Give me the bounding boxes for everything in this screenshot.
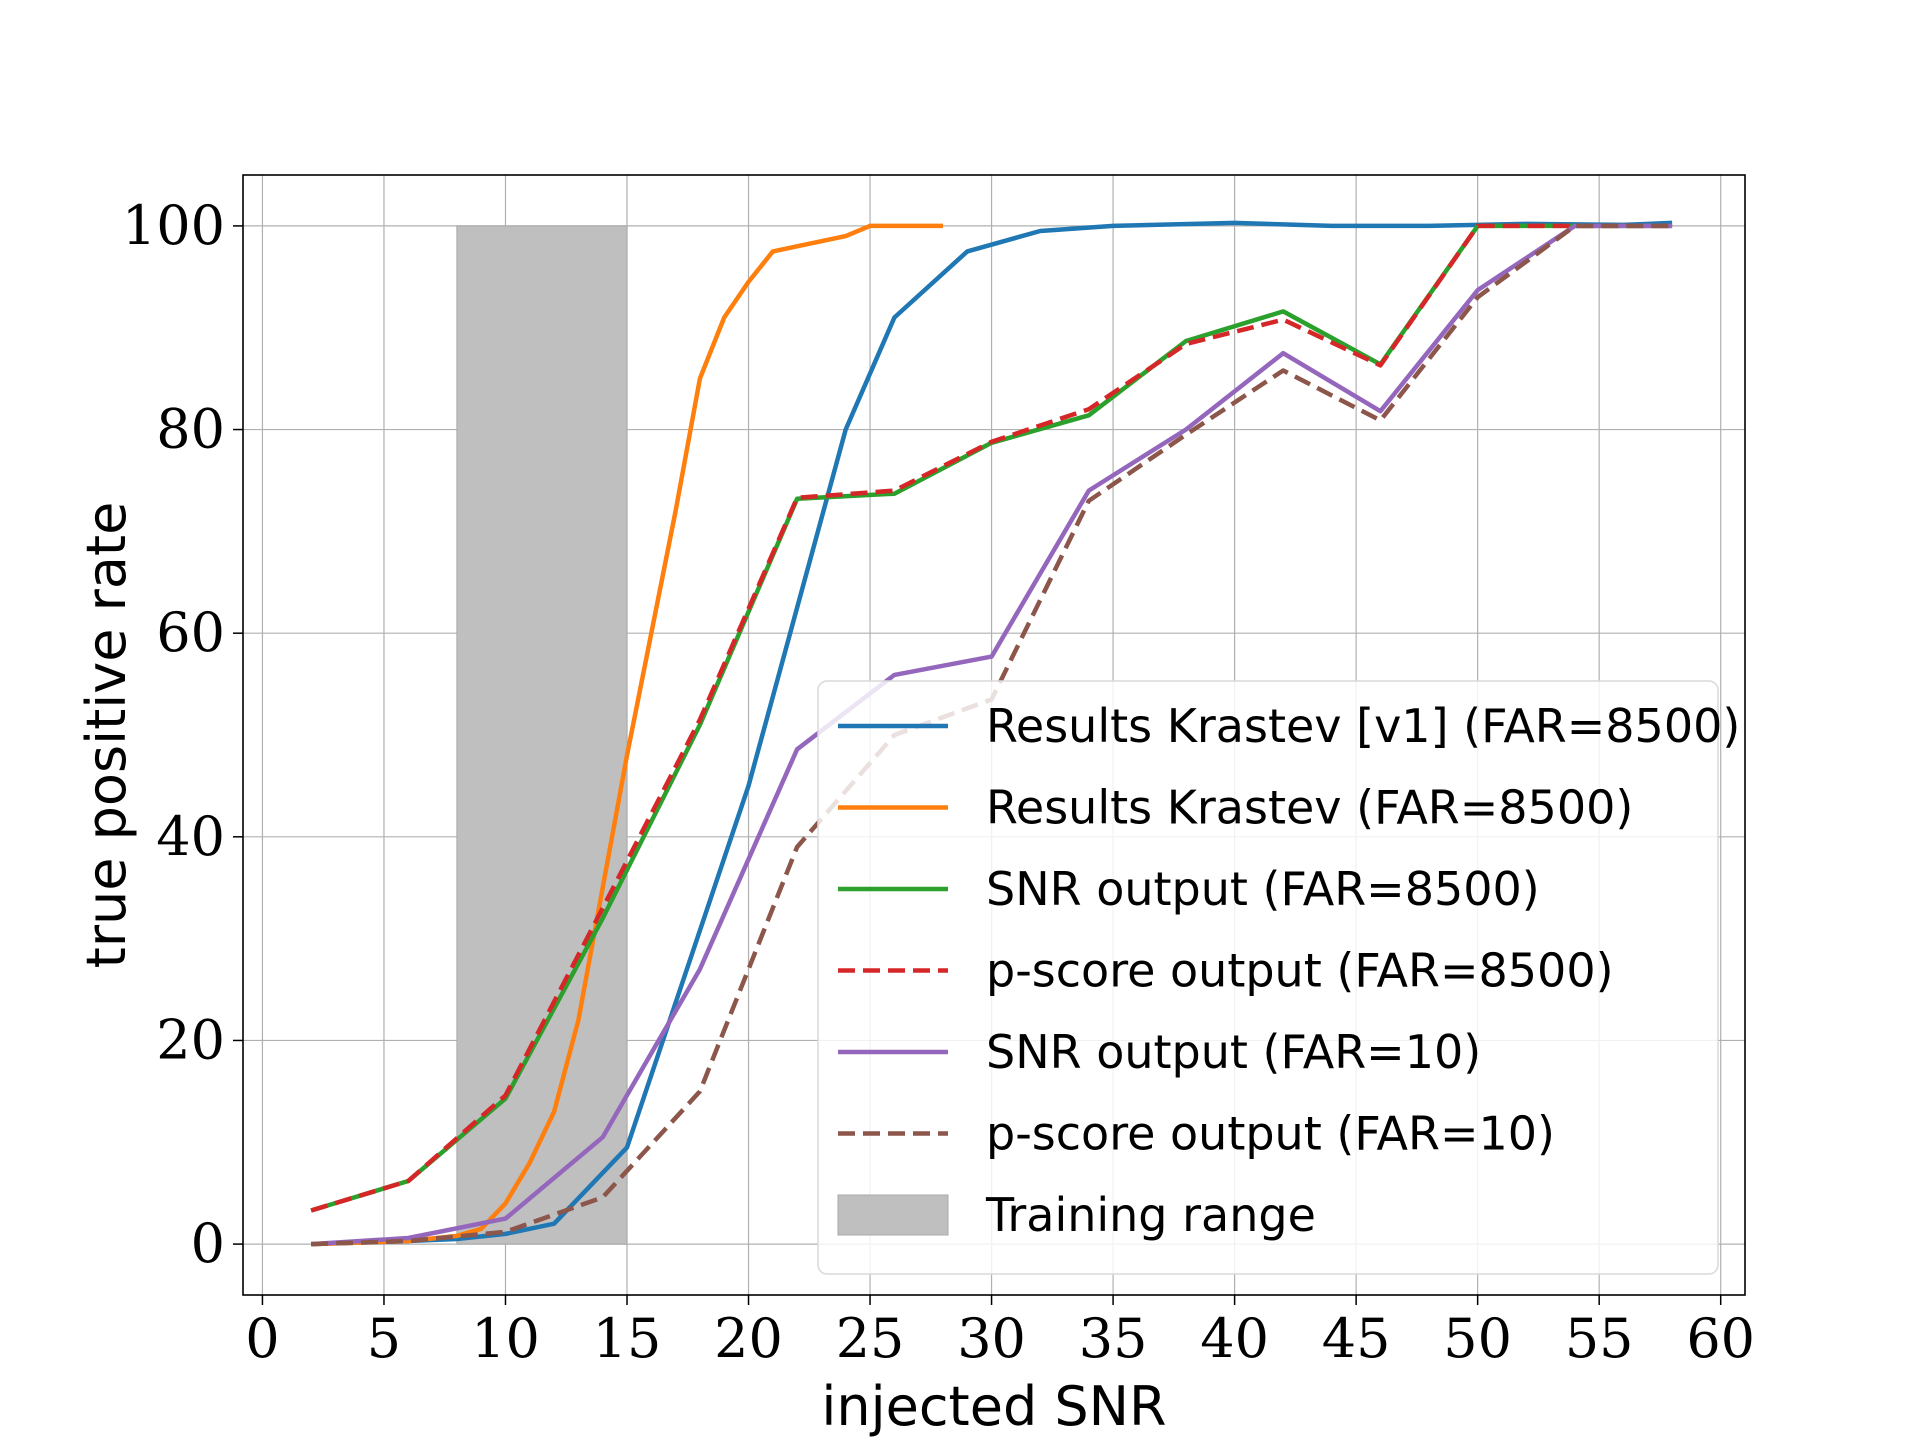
y-axis-label: true positive rate [75, 502, 138, 969]
x-tick-label: 50 [1443, 1307, 1512, 1370]
x-tick-label: 20 [714, 1307, 783, 1370]
plot-frame [242, 174, 1746, 1296]
legend-label: p-score output (FAR=8500) [986, 944, 1614, 998]
legend-label: Results Krastev (FAR=8500) [986, 781, 1633, 835]
legend: Results Krastev [v1] (FAR=8500) Results K… [817, 680, 1740, 1275]
legend-label: Training range [985, 1188, 1316, 1242]
x-tick-label: 40 [1200, 1307, 1269, 1370]
series-line-2 [311, 223, 943, 1247]
y-tick-label: 0 [191, 1212, 225, 1275]
series-line-4 [310, 223, 1673, 1213]
y-tick-label: 100 [122, 194, 225, 257]
legend-label: p-score output (FAR=10) [986, 1107, 1555, 1161]
x-tick-label: 45 [1322, 1307, 1391, 1370]
x-tick-label: 0 [245, 1307, 279, 1370]
x-tick-label: 10 [471, 1307, 540, 1370]
y-tick-label: 20 [156, 1008, 225, 1071]
x-axis-label: injected SNR [821, 1375, 1166, 1438]
y-tick-label: 80 [156, 398, 225, 461]
x-tick-label: 30 [957, 1307, 1026, 1370]
x-tick-label: 25 [836, 1307, 905, 1370]
y-tick-label: 60 [156, 601, 225, 664]
y-tick-label: 40 [156, 805, 225, 868]
series-line-5 [310, 223, 1673, 1247]
legend-label: SNR output (FAR=8500) [986, 862, 1540, 916]
legend-box [817, 680, 1719, 1275]
y-tick-labels: 0 20 40 60 80 100 [122, 194, 243, 1275]
x-tick-labels: 0 5 10 15 20 25 30 35 40 45 50 55 60 [245, 1295, 1755, 1370]
shaded-regions [456, 225, 628, 1245]
x-tick-label: 15 [593, 1307, 662, 1370]
x-tick-label: 55 [1565, 1307, 1634, 1370]
x-tick-label: 5 [367, 1307, 401, 1370]
legend-label: SNR output (FAR=10) [986, 1025, 1481, 1079]
legend-label: Results Krastev [v1] (FAR=8500) [986, 699, 1740, 753]
training-range-region [456, 225, 628, 1245]
legend-swatch [837, 1194, 949, 1236]
x-tick-label: 35 [1079, 1307, 1148, 1370]
x-tick-label: 60 [1686, 1307, 1755, 1370]
